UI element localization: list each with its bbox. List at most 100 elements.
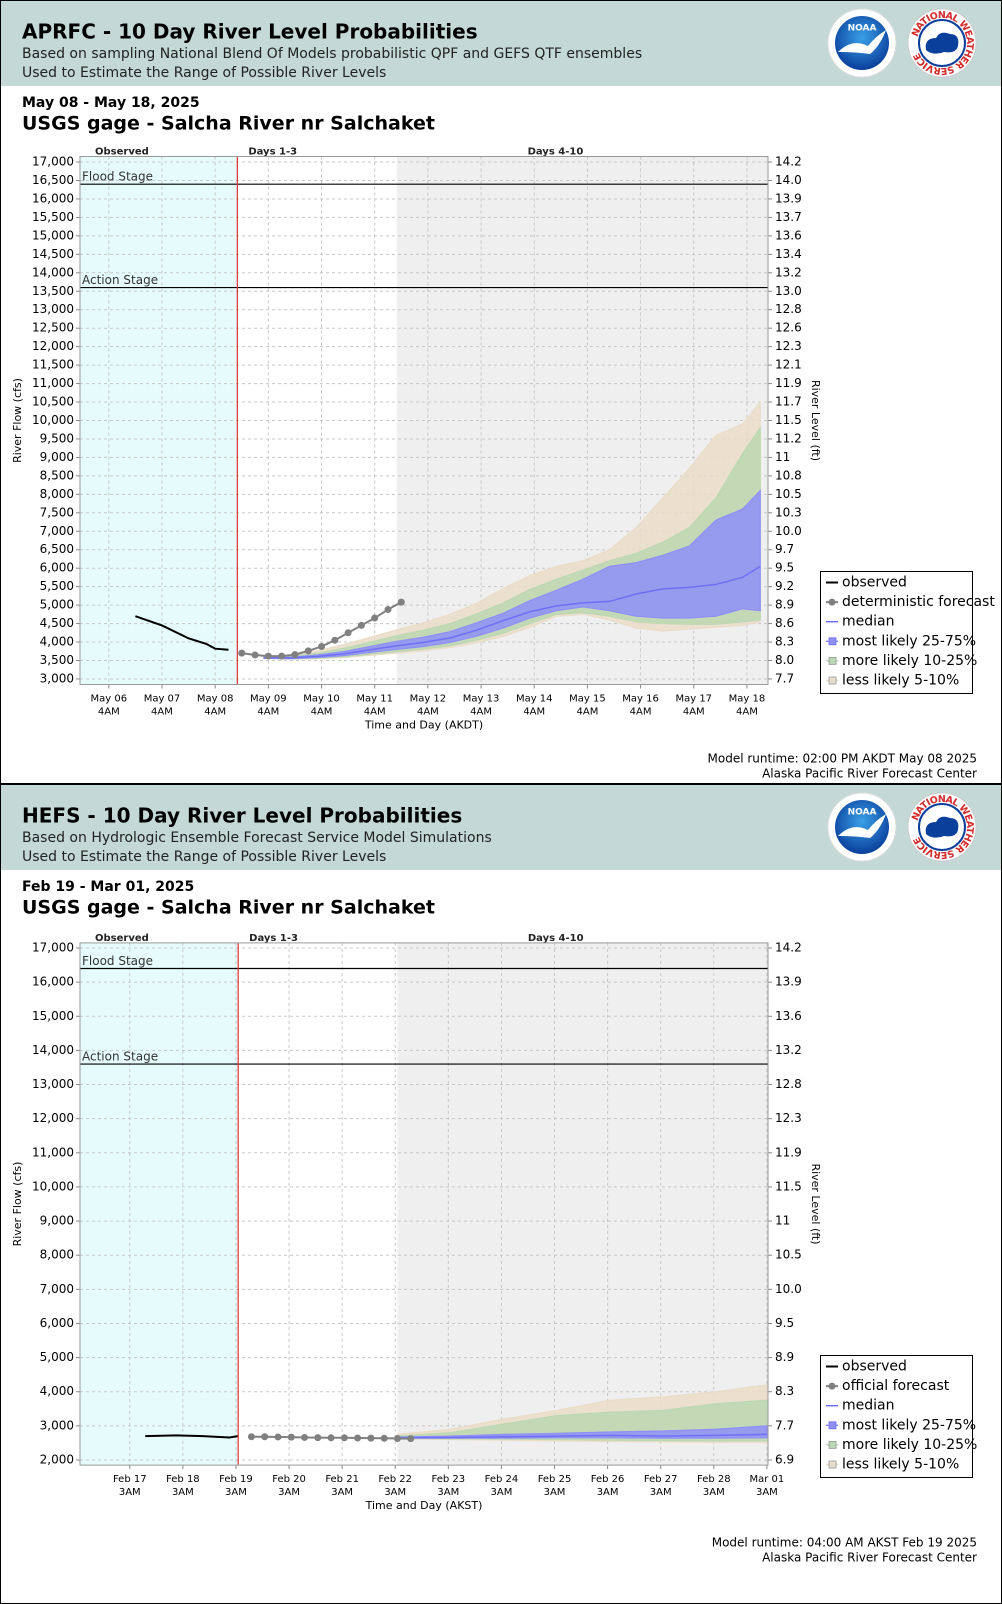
x-tick-label: May 16 bbox=[622, 694, 659, 705]
date-range: Feb 19 - Mar 01, 2025 bbox=[22, 879, 194, 895]
median-line bbox=[263, 565, 761, 659]
y2-tick-label: 13.9 bbox=[775, 191, 802, 205]
legend-label: official forecast bbox=[842, 1378, 950, 1394]
forecast-point bbox=[251, 651, 259, 659]
y-tick-label: 16,500 bbox=[32, 173, 74, 187]
x-tick-label: 3AM bbox=[491, 1487, 513, 1498]
x-tick-label: 4AM bbox=[311, 707, 333, 718]
legend-marker bbox=[828, 1421, 837, 1430]
plot-border bbox=[79, 156, 769, 685]
forecast-point bbox=[407, 1435, 415, 1443]
y-tick-label: 9,000 bbox=[40, 1214, 74, 1228]
y2-tick-label: 10.0 bbox=[775, 524, 802, 538]
y2-tick-label: 13.4 bbox=[775, 247, 802, 261]
footer: Alaska Pacific River Forecast Center bbox=[762, 767, 977, 781]
y2-tick-label: 11.9 bbox=[775, 376, 802, 390]
y2-tick-label: 8.0 bbox=[775, 653, 794, 667]
x-tick-label: 3AM bbox=[384, 1487, 406, 1498]
noaa-logo-inner bbox=[835, 16, 889, 70]
forecast-point bbox=[371, 614, 379, 622]
x-tick-label: Feb 17 bbox=[113, 1474, 147, 1485]
y2-tick-label: 14.2 bbox=[775, 941, 802, 955]
noaa-text: NOAA bbox=[848, 24, 877, 34]
y-tick-label: 9,000 bbox=[40, 450, 74, 464]
y-tick-label: 3,000 bbox=[40, 1418, 74, 1432]
x-tick-label: May 18 bbox=[729, 694, 766, 705]
legend-label: deterministic forecast bbox=[842, 594, 995, 610]
stage-label: Flood Stage bbox=[82, 170, 153, 184]
forecast-point bbox=[393, 1434, 401, 1442]
y-tick-label: 11,000 bbox=[32, 376, 74, 390]
forecast-point bbox=[264, 652, 272, 660]
y2-tick-label: 13.2 bbox=[775, 1043, 802, 1057]
y-tick-label: 5,000 bbox=[40, 598, 74, 612]
y2-tick-label: 9.5 bbox=[775, 1316, 794, 1330]
y-tick-label: 8,000 bbox=[40, 1248, 74, 1262]
y2-tick-label: 7.7 bbox=[775, 1418, 794, 1432]
x-tick-label: 3AM bbox=[119, 1487, 141, 1498]
x-tick-label: 3AM bbox=[225, 1487, 247, 1498]
x-tick-label: May 07 bbox=[144, 694, 181, 705]
y-tick-label: 16,000 bbox=[32, 191, 74, 205]
x-tick-label: Feb 24 bbox=[485, 1474, 519, 1485]
y-tick-label: 2,000 bbox=[40, 1452, 74, 1466]
noaa-gull bbox=[838, 30, 886, 54]
x-tick-label: 4AM bbox=[151, 707, 173, 718]
panel: APRFC - 10 Day River Level Probabilities… bbox=[0, 0, 1002, 784]
y2-tick-label: 9.5 bbox=[775, 561, 794, 575]
x-tick-label: May 08 bbox=[197, 694, 234, 705]
forecast-point bbox=[247, 1433, 255, 1441]
forecast-point bbox=[274, 1433, 282, 1441]
y-tick-label: 4,000 bbox=[40, 1384, 74, 1398]
forecast-point bbox=[327, 1434, 335, 1442]
legend-marker bbox=[828, 598, 836, 606]
y2-tick-label: 11.9 bbox=[775, 1145, 802, 1159]
x-tick-label: May 10 bbox=[303, 694, 340, 705]
x-tick-label: May 15 bbox=[569, 694, 606, 705]
x-tick-label: May 06 bbox=[91, 694, 128, 705]
y2-tick-label: 7.7 bbox=[775, 671, 794, 685]
y-tick-label: 5,000 bbox=[40, 1350, 74, 1364]
x-tick-label: 4AM bbox=[523, 707, 545, 718]
legend-marker bbox=[828, 1382, 836, 1390]
y2-tick-label: 6.9 bbox=[775, 1452, 794, 1466]
legend-marker bbox=[828, 1460, 837, 1469]
gage-title: USGS gage - Salcha River nr Salchaket bbox=[22, 113, 435, 135]
y2-tick-label: 12.6 bbox=[775, 321, 802, 335]
y2-tick-label: 8.3 bbox=[775, 635, 794, 649]
x-tick-label: Feb 23 bbox=[432, 1474, 466, 1485]
legend-label: more likely 10-25% bbox=[842, 1437, 977, 1453]
legend-marker bbox=[828, 676, 837, 685]
y2-tick-label: 10.3 bbox=[775, 505, 802, 519]
footer: Model runtime: 04:00 AM AKST Feb 19 2025 bbox=[712, 1536, 977, 1550]
region-label: Days 4-10 bbox=[528, 147, 584, 158]
plot-border bbox=[79, 942, 769, 1466]
y-tick-label: 11,000 bbox=[32, 1145, 74, 1159]
forecast-point bbox=[304, 647, 312, 655]
forecast-point bbox=[344, 629, 352, 637]
stage-label: Flood Stage bbox=[82, 954, 153, 968]
y2-tick-label: 11.2 bbox=[775, 431, 802, 445]
x-tick-label: 3AM bbox=[172, 1487, 194, 1498]
median-line bbox=[397, 1433, 767, 1439]
y2-tick-label: 10.5 bbox=[775, 1248, 802, 1262]
y2-tick-label: 13.9 bbox=[775, 975, 802, 989]
y-tick-label: 6,500 bbox=[40, 542, 74, 556]
legend-label: observed bbox=[842, 575, 907, 591]
y-tick-label: 12,500 bbox=[32, 321, 74, 335]
y-tick-label: 8,500 bbox=[40, 468, 74, 482]
x-tick-label: 3AM bbox=[278, 1487, 300, 1498]
y-tick-label: 15,500 bbox=[32, 210, 74, 224]
legend-label: less likely 5-10% bbox=[842, 1457, 959, 1473]
panel: HEFS - 10 Day River Level Probabilities B… bbox=[0, 784, 1002, 1604]
y-tick-label: 7,500 bbox=[40, 505, 74, 519]
y-tick-label: 10,000 bbox=[32, 413, 74, 427]
forecast-point bbox=[301, 1433, 309, 1441]
noaa-text: NOAA bbox=[848, 808, 877, 818]
forecast-point bbox=[291, 651, 299, 659]
y-tick-label: 13,000 bbox=[32, 1077, 74, 1091]
y2-tick-label: 12.8 bbox=[775, 1077, 802, 1091]
legend-box bbox=[820, 1355, 973, 1478]
title: HEFS - 10 Day River Level Probabilities bbox=[22, 804, 462, 828]
y-tick-label: 6,000 bbox=[40, 561, 74, 575]
